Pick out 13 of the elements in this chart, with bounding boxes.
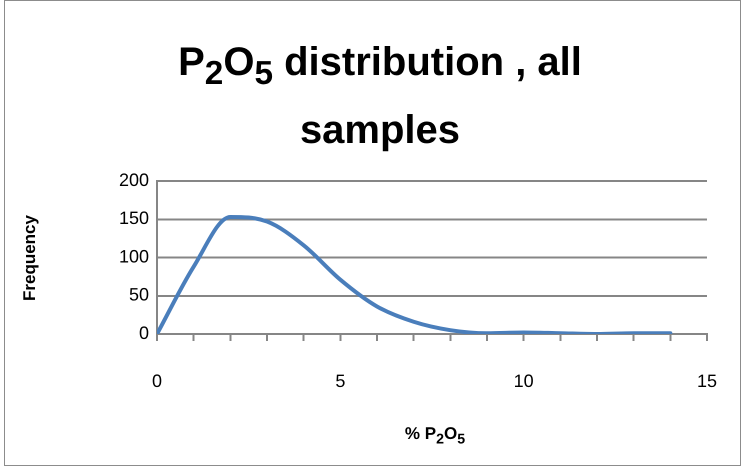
chart-title: P$_{2}$O$_{5}$ distribution , all samples: [177, 39, 583, 154]
line-series: [157, 214, 672, 334]
x-tick-label: 15: [696, 370, 718, 391]
x-tick-label: 5: [335, 370, 346, 391]
y-tick-label: 50: [128, 284, 149, 305]
x-axis-title: % P$_{2}$O$_{5}$: [404, 424, 466, 448]
y-tick-label: 100: [118, 246, 149, 266]
x-tick-label: 0: [152, 370, 162, 391]
x-tick-label: 10: [514, 370, 534, 391]
y-tick-label: 150: [118, 208, 149, 228]
y-tick-label: 0: [138, 322, 149, 343]
y-axis-title: Frequency: [20, 214, 40, 303]
y-tick-label: 200: [118, 170, 149, 190]
